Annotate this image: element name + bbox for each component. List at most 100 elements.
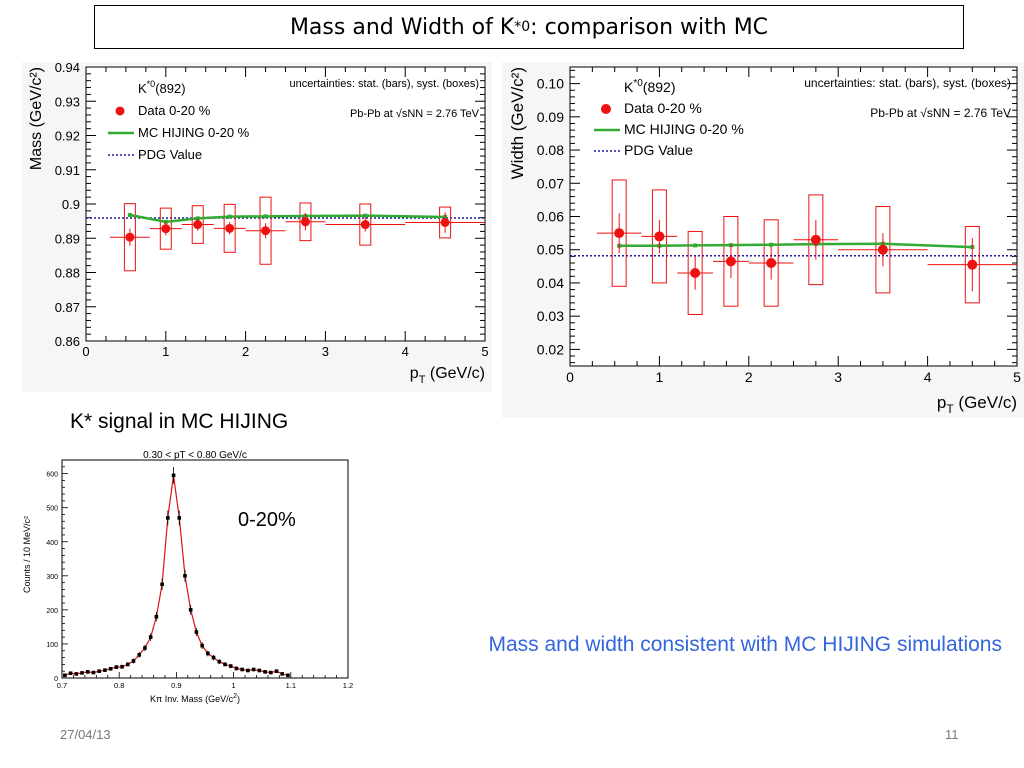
mc-hijing-point [127,212,132,217]
y-axis-title: Width (GeV/c²) [508,67,527,179]
legend-data-marker [115,106,125,116]
signal-point [240,667,244,672]
mc-hijing-line [619,242,973,249]
signal-point [194,630,199,634]
mc-hijing-point [227,214,232,219]
data-point [766,258,777,269]
fit-curve [64,474,289,676]
legend-data-marker [601,104,611,114]
signal-point [228,664,233,668]
x-tick-label: 0.7 [57,681,67,690]
signal-point [103,668,107,672]
signal-point [211,655,216,660]
y-tick-label: 0.03 [537,308,564,324]
legend-data-label: Data 0-20 % [138,103,211,118]
y-tick-label: 0.88 [55,266,80,281]
y-tick-label: 0.02 [537,341,564,357]
y-tick-label: 0 [54,676,58,683]
signal-point [114,665,119,669]
data-point [967,259,978,270]
mc-hijing-point [363,213,368,218]
x-tick-label: 3 [322,344,329,359]
signal-point [183,574,187,578]
signal-point [274,669,279,673]
x-tick-label: 0.8 [114,681,124,690]
signal-point [223,662,227,667]
data-point [225,223,235,233]
title-main: Mass and Width of K [289,14,515,40]
x-tick-label: 2 [242,344,249,359]
y-tick-label: 0.94 [55,62,80,75]
signal-point [280,672,285,676]
signal-point [74,672,79,676]
y-tick-label: 0.87 [55,300,80,315]
signal-point [160,582,164,587]
centrality-label: 0-20% [238,509,296,531]
signal-point [251,667,256,672]
x-tick-label: 0 [566,369,574,385]
uncertainty-note: uncertainties: stat. (bars), syst. (boxe… [289,78,479,90]
x-tick-label: 5 [481,344,488,359]
x-tick-label: 5 [1013,369,1021,385]
y-tick-label: 0.09 [537,109,564,125]
data-point [877,244,888,255]
signal-point [263,670,267,674]
title-tail: : comparison with MC [530,14,769,40]
signal-point [131,659,136,663]
signal-point [125,662,130,667]
y-tick-label: 0.86 [55,334,80,349]
data-point [440,217,450,227]
x-tick-label: 0 [82,344,89,359]
system-label: Pb-Pb at √sNN = 2.76 TeV [870,106,1011,120]
data-point [300,217,310,227]
y-tick-label: 0.92 [55,129,80,144]
y-tick-label: 200 [46,608,58,615]
x-tick-label: 1.2 [343,681,353,690]
x-tick-label: 1 [232,681,236,690]
section-label: K* signal in MC HIJING [70,410,289,433]
x-axis-title: pT (GeV/c) [410,365,485,386]
y-tick-label: 300 [46,574,58,581]
x-tick-label: 3 [834,369,842,385]
signal-point [171,473,176,478]
y-tick-label: 0.9 [62,197,80,212]
x-axis-title: Kπ Inv. Mass (GeV/c2) [150,693,240,704]
signal-point [257,668,262,673]
signal-point [200,643,204,648]
uncertainty-note: uncertainties: stat. (bars), syst. (boxe… [804,76,1011,90]
footer-page-number: 11 [945,727,959,742]
signal-point [268,670,273,675]
data-point [614,228,625,239]
signal-point [154,614,159,619]
legend-mc-label: MC HIJING 0-20 % [138,125,250,140]
signal-point [120,664,124,669]
signal-point [148,635,153,639]
data-point [725,256,736,267]
data-point [690,267,701,278]
signal-point [166,516,170,520]
data-point [261,226,271,236]
legend-pdg-label: PDG Value [624,142,693,158]
legend-mc-label: MC HIJING 0-20 % [624,121,744,137]
signal-point [91,670,96,675]
x-tick-label: 2 [745,369,753,385]
data-point [360,220,370,230]
x-tick-label: 4 [402,344,409,359]
legend-pdg-label: PDG Value [138,147,202,162]
y-tick-label: 0.93 [55,94,80,109]
plot-frame [569,66,1018,367]
footer-date: 27/04/13 [60,727,111,742]
x-tick-label: 4 [924,369,932,385]
signal-point [206,651,210,656]
mc-hijing-point [263,214,268,219]
mc-hijing-point [693,243,698,248]
signal-title: 0.30 < pT < 0.80 GeV/c [143,450,247,461]
y-tick-label: 0.10 [537,76,564,92]
y-tick-label: 0.07 [537,175,564,191]
y-axis-title: Counts / 10 MeV/c² [22,516,32,593]
y-tick-label: 100 [46,642,58,649]
mc-hijing-point [769,242,774,247]
title-superscript: *0 [514,19,531,35]
y-tick-label: 600 [46,472,58,479]
signal-point [286,673,290,678]
